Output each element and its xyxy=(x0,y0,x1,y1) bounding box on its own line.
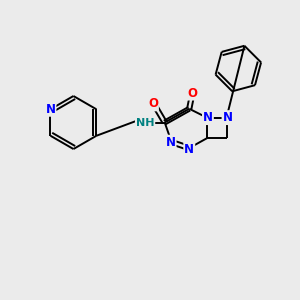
Text: N: N xyxy=(184,142,194,155)
Text: N: N xyxy=(223,111,232,124)
Text: N: N xyxy=(166,136,176,148)
Text: O: O xyxy=(187,87,197,100)
Text: N: N xyxy=(203,111,213,124)
Text: NH: NH xyxy=(136,118,154,128)
Text: O: O xyxy=(148,98,158,110)
Text: N: N xyxy=(46,103,56,116)
